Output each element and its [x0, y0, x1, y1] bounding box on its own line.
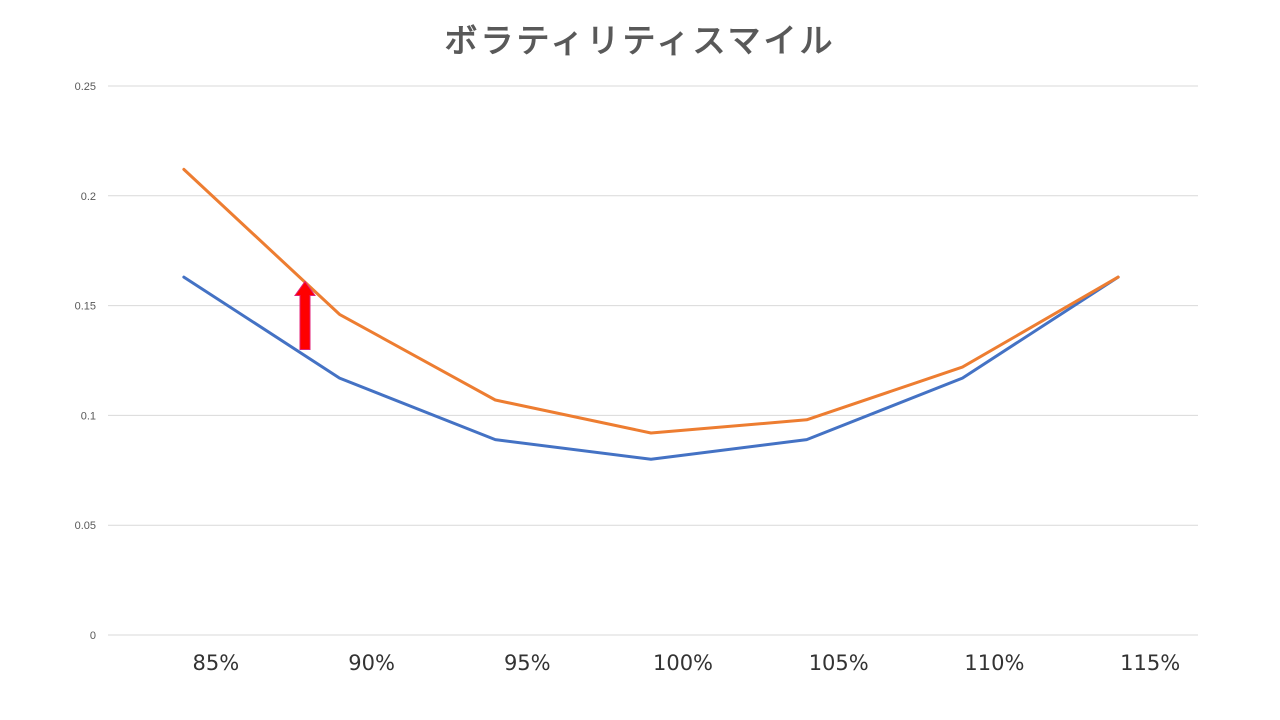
x-tick-label: 100%	[653, 651, 713, 675]
x-tick-label: 105%	[809, 651, 869, 675]
y-tick-label: 0.2	[81, 191, 96, 203]
y-tick-label: 0.15	[75, 301, 96, 313]
chart-title: ボラティリティスマイル	[444, 21, 836, 60]
x-tick-label: 90%	[348, 651, 395, 675]
arrow-up-icon	[294, 280, 316, 351]
y-tick-label: 0.05	[75, 520, 96, 532]
x-tick-label: 85%	[193, 651, 240, 675]
series-orange-line	[182, 167, 1120, 435]
x-tick-label: 95%	[504, 651, 551, 675]
red-up-arrow-icon	[294, 280, 316, 351]
x-axis-labels: 85% 90% 95% 100% 105% 110% 115%	[193, 651, 1181, 675]
y-tick-label: 0.1	[81, 410, 96, 422]
x-tick-label: 110%	[964, 651, 1024, 675]
data-series	[182, 167, 1120, 461]
y-tick-label: 0.25	[75, 81, 96, 93]
y-axis-labels: 0 0.05 0.1 0.15 0.2 0.25	[75, 81, 96, 642]
x-tick-label: 115%	[1120, 651, 1180, 675]
gridlines	[108, 85, 1198, 636]
series-blue-line	[182, 275, 1120, 461]
y-tick-label: 0	[90, 630, 96, 642]
